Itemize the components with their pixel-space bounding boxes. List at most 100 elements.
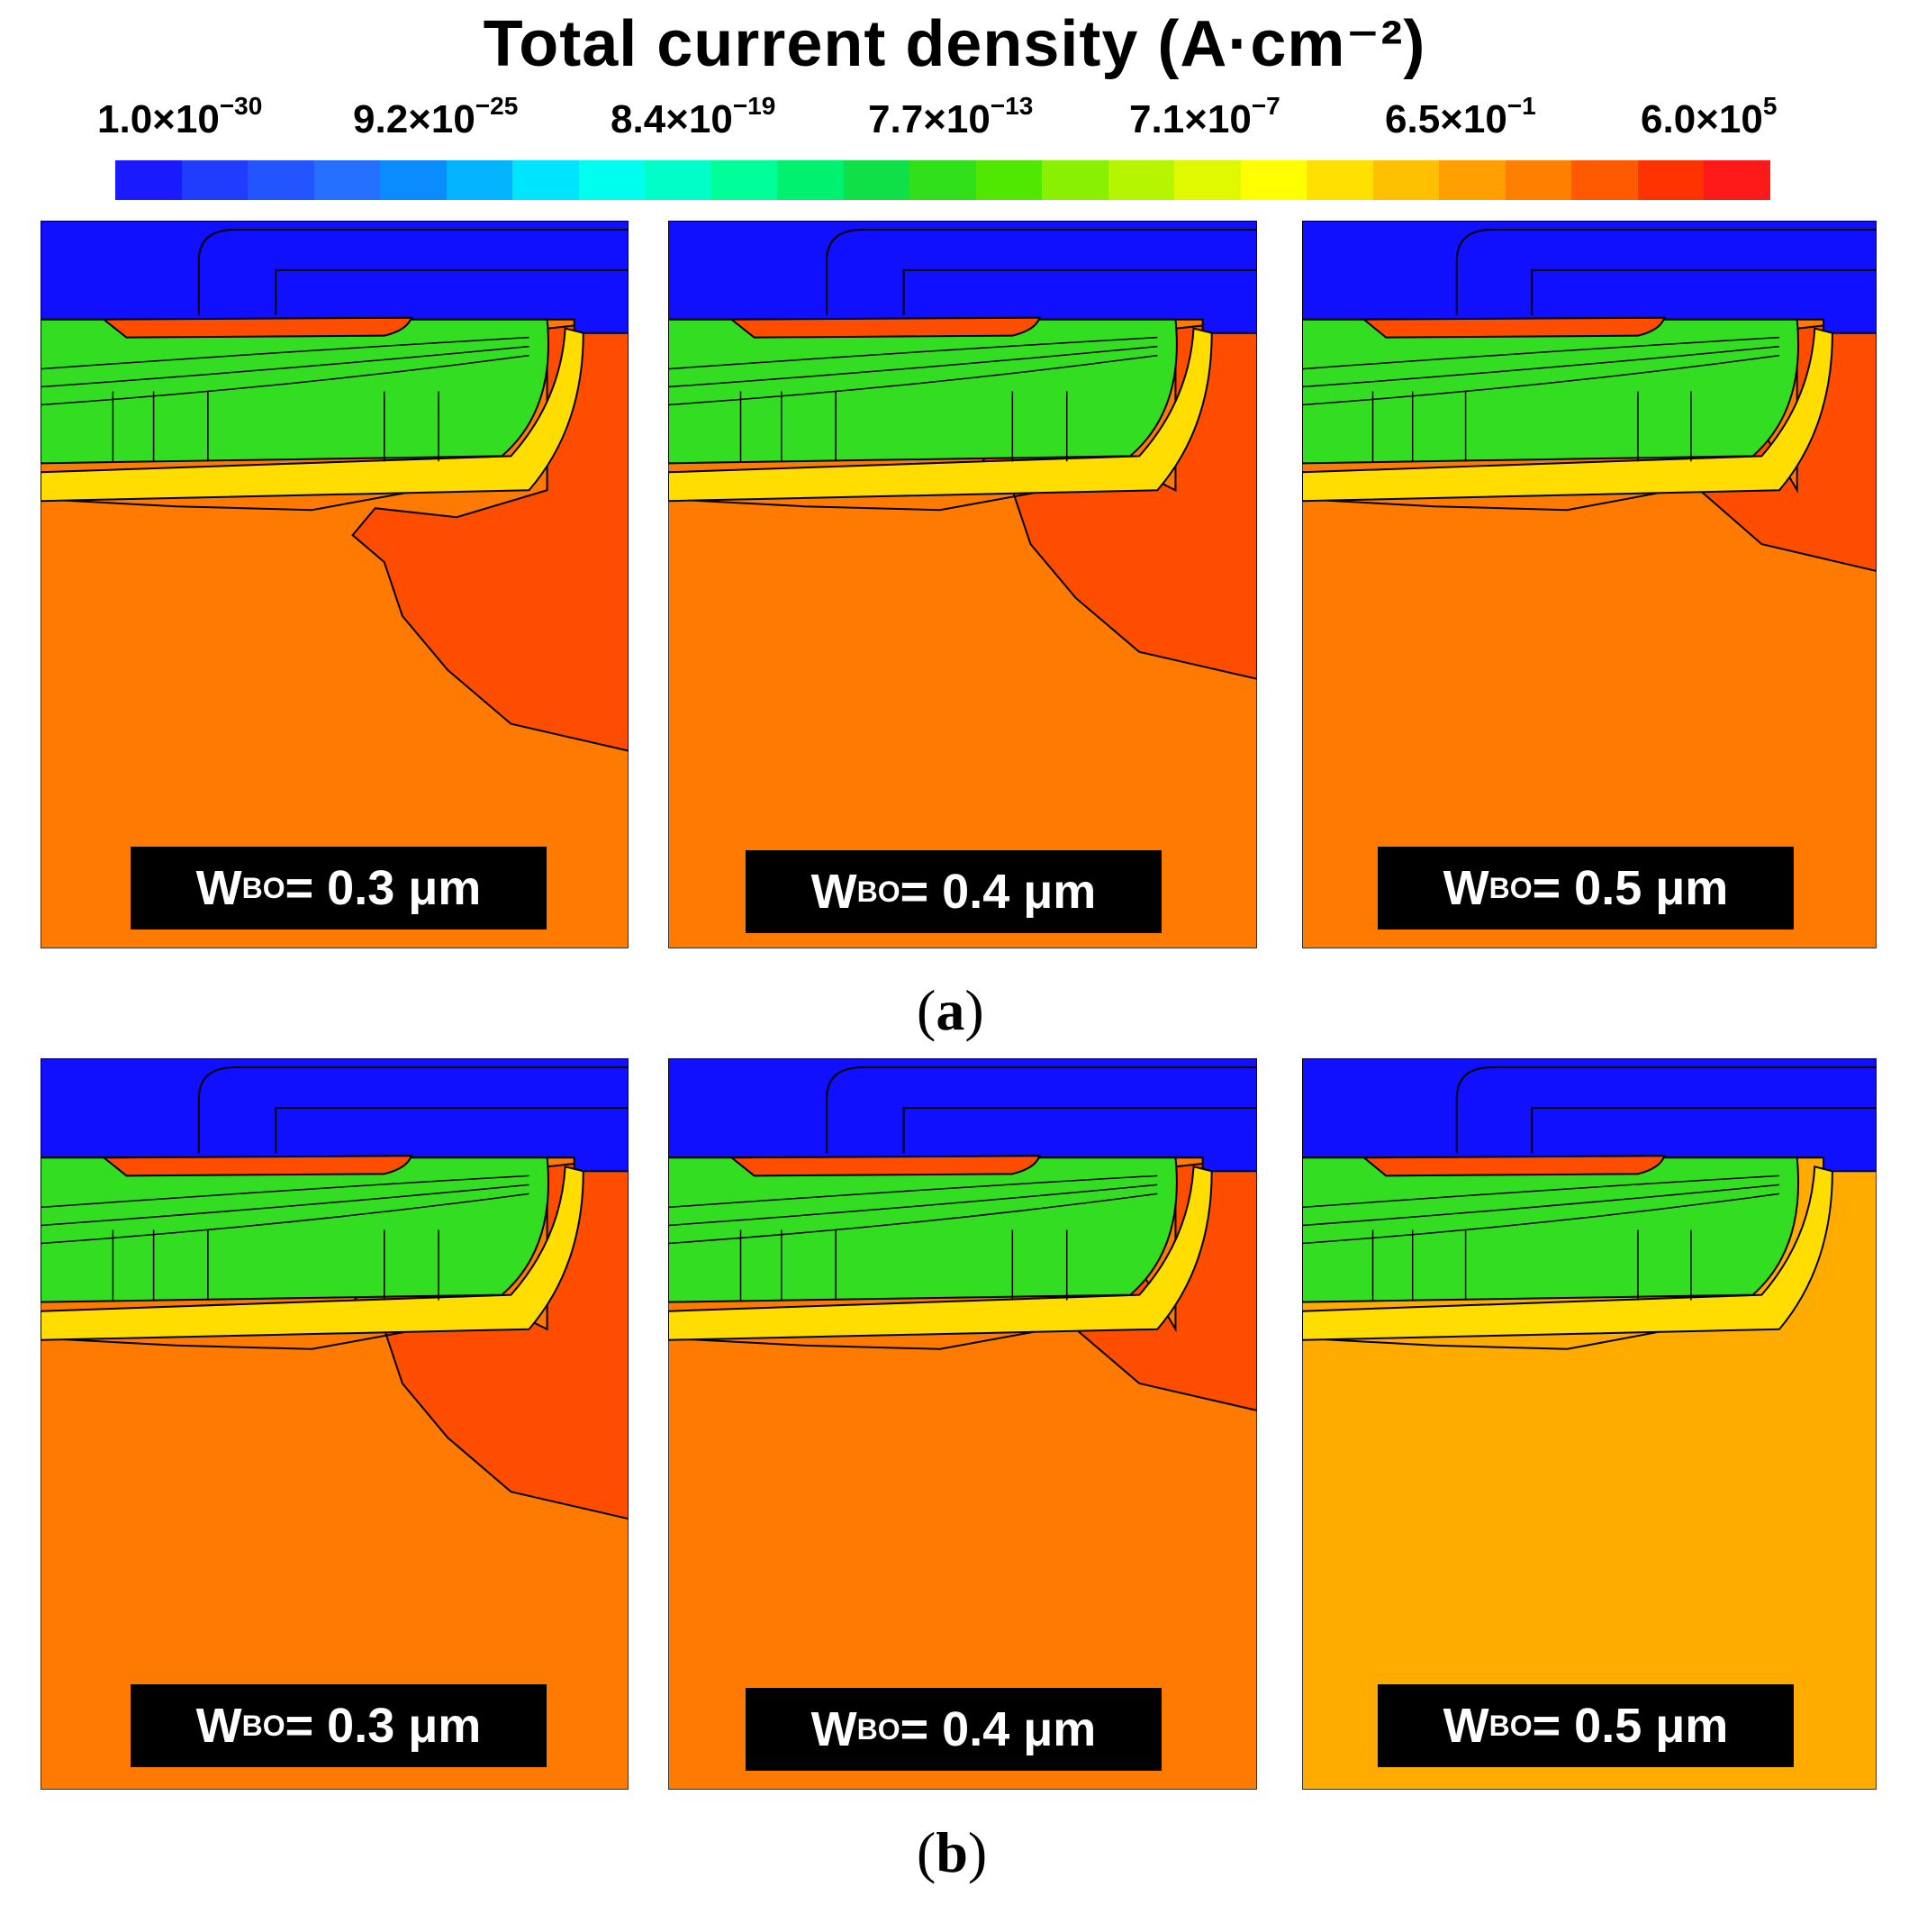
colorbar-segment-8 bbox=[645, 160, 711, 200]
wbo-label-b-1: W BO = 0.3 μm bbox=[131, 1684, 547, 1767]
colorbar-segment-2 bbox=[248, 160, 314, 200]
channel-region bbox=[668, 318, 1178, 465]
transition-band bbox=[1302, 1166, 1833, 1341]
colorbar-segment-18 bbox=[1307, 160, 1373, 200]
colorbar-segment-16 bbox=[1174, 160, 1241, 200]
colorbar-segment-12 bbox=[909, 160, 976, 200]
source-region bbox=[101, 1155, 413, 1177]
colorbar-segment-23 bbox=[1637, 160, 1705, 200]
colorbar-segment-10 bbox=[777, 160, 844, 200]
gate-outline bbox=[197, 228, 629, 315]
source-region bbox=[101, 316, 413, 339]
colorbar-tick-0: 1.0×10−30 bbox=[97, 92, 263, 141]
colorbar-tick-4: 7.1×10−7 bbox=[1129, 92, 1280, 141]
source-region bbox=[1361, 1155, 1666, 1177]
transition-band bbox=[668, 1166, 1213, 1341]
colorbar bbox=[115, 160, 1770, 200]
cross-section-plot bbox=[41, 221, 629, 948]
transition-band bbox=[41, 327, 584, 503]
colorbar-tick-1: 9.2×10−25 bbox=[353, 92, 519, 141]
gate-outline bbox=[197, 1066, 629, 1154]
gate-inner-outline bbox=[275, 268, 629, 315]
colorbar-segment-5 bbox=[446, 160, 513, 200]
gate-inner-outline bbox=[275, 1107, 629, 1154]
contour-line bbox=[1302, 1184, 1780, 1227]
transition-band bbox=[1302, 327, 1833, 503]
gate-outline bbox=[1455, 228, 1877, 315]
gate-inner-outline bbox=[1531, 268, 1877, 315]
contour-line bbox=[1302, 336, 1780, 370]
contour-line bbox=[41, 345, 529, 388]
colorbar-tick-3: 7.7×10−13 bbox=[868, 92, 1034, 141]
colorbar-segment-21 bbox=[1505, 160, 1572, 200]
source-region bbox=[1361, 316, 1666, 339]
gate-outline bbox=[1455, 1066, 1877, 1154]
cross-section-plot bbox=[41, 1058, 629, 1790]
source-region bbox=[728, 316, 1041, 339]
wbo-label-b-3: W BO = 0.5 μm bbox=[1378, 1684, 1794, 1767]
contour-line bbox=[41, 336, 529, 370]
panel-a-2 bbox=[668, 221, 1257, 948]
colorbar-tick-5: 6.5×10−1 bbox=[1385, 92, 1536, 141]
contour-line bbox=[41, 1175, 529, 1209]
colorbar-segment-6 bbox=[512, 160, 579, 200]
cross-section-plot bbox=[668, 221, 1257, 948]
gate-outline bbox=[826, 1066, 1257, 1154]
colorbar-segment-11 bbox=[843, 160, 910, 200]
wbo-label-a-1: W BO = 0.3 μm bbox=[131, 847, 547, 930]
colorbar-tick-6: 6.0×105 bbox=[1641, 92, 1778, 141]
colorbar-segment-9 bbox=[710, 160, 778, 200]
wbo-label-a-2: W BO = 0.4 μm bbox=[746, 850, 1162, 933]
contour-line bbox=[668, 354, 1158, 406]
contour-line bbox=[41, 1184, 529, 1227]
colorbar-segment-19 bbox=[1372, 160, 1440, 200]
channel-region bbox=[1302, 318, 1800, 465]
colorbar-segment-17 bbox=[1240, 160, 1307, 200]
channel-region bbox=[41, 318, 550, 465]
panel-a-1 bbox=[41, 221, 629, 948]
transition-band bbox=[41, 1166, 584, 1341]
colorbar-segment-14 bbox=[1042, 160, 1108, 200]
channel-region bbox=[41, 1156, 550, 1303]
contour-line bbox=[1302, 354, 1780, 406]
gate-inner-outline bbox=[902, 1107, 1257, 1154]
oxide-region bbox=[668, 221, 1257, 334]
oxide-region bbox=[41, 1058, 629, 1173]
oxide-region bbox=[668, 1058, 1257, 1173]
channel-region bbox=[1302, 1156, 1800, 1303]
panel-b-1 bbox=[41, 1058, 629, 1790]
contour-line bbox=[1302, 1175, 1780, 1209]
contour-line bbox=[668, 336, 1158, 370]
wbo-label-b-2: W BO = 0.4 μm bbox=[746, 1688, 1162, 1771]
figure-title: Total current density (A·cm⁻²) bbox=[483, 8, 1426, 80]
colorbar-segment-24 bbox=[1704, 160, 1770, 200]
oxide-region bbox=[41, 221, 629, 334]
contour-line bbox=[668, 345, 1158, 388]
source-region bbox=[728, 1155, 1041, 1177]
contour-line bbox=[668, 1193, 1158, 1245]
colorbar-segment-7 bbox=[578, 160, 646, 200]
colorbar-tick-labels: 1.0×10−30 9.2×10−25 8.4×10−19 7.7×10−13 … bbox=[0, 92, 1909, 151]
colorbar-segment-1 bbox=[181, 160, 249, 200]
panel-b-3 bbox=[1302, 1058, 1877, 1790]
gate-outline bbox=[826, 228, 1257, 315]
oxide-region bbox=[1302, 1058, 1877, 1173]
panel-b-2 bbox=[668, 1058, 1257, 1790]
contour-line bbox=[668, 1184, 1158, 1227]
contour-line bbox=[41, 354, 529, 406]
gate-inner-outline bbox=[1531, 1107, 1877, 1154]
colorbar-tick-2: 8.4×10−19 bbox=[611, 92, 776, 141]
colorbar-segment-20 bbox=[1439, 160, 1506, 200]
contour-line bbox=[1302, 1193, 1780, 1245]
panel-a-3 bbox=[1302, 221, 1877, 948]
transition-band bbox=[668, 327, 1213, 503]
colorbar-segment-13 bbox=[975, 160, 1043, 200]
contour-line bbox=[1302, 345, 1780, 388]
oxide-region bbox=[1302, 221, 1877, 334]
gate-inner-outline bbox=[902, 268, 1257, 315]
caption-b: (b) bbox=[917, 1820, 988, 1884]
colorbar-segment-22 bbox=[1571, 160, 1638, 200]
cross-section-plot bbox=[668, 1058, 1257, 1790]
contour-line bbox=[41, 1193, 529, 1245]
wbo-label-a-3: W BO = 0.5 μm bbox=[1378, 847, 1794, 930]
